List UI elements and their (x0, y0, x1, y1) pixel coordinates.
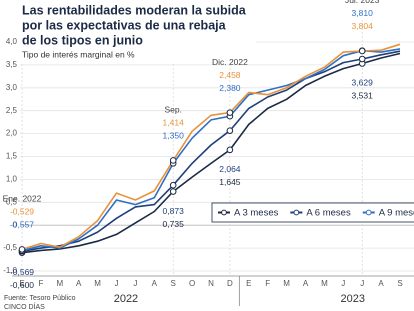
x-tick-label: D (227, 279, 233, 288)
x-tick-label: J (341, 279, 345, 288)
x-tick-label: A (152, 279, 158, 288)
data-label: 2,458 (219, 70, 241, 80)
x-tick-label: M (56, 279, 63, 288)
data-label: 2,064 (219, 164, 241, 174)
data-label: -0,569 (10, 267, 34, 277)
source: CINCO DÍAS (4, 302, 45, 311)
x-tick-label: M (321, 279, 328, 288)
legend-label: A 3 meses (234, 208, 279, 219)
y-tick-label: 0,5 (6, 197, 18, 206)
x-tick-label: J (115, 279, 119, 288)
data-label: 1,350 (163, 131, 185, 141)
data-label: 0,735 (163, 219, 185, 229)
data-label: -0,600 (10, 280, 34, 290)
x-tick-label: J (360, 279, 364, 288)
y-tick-label: 1,0 (6, 175, 18, 184)
y-tick-label: -0,5 (3, 243, 17, 252)
legend-swatch (365, 209, 372, 216)
x-tick-label: S (397, 279, 402, 288)
x-tick-label: E (19, 279, 24, 288)
annotation-point (358, 47, 366, 55)
data-label: -0,557 (10, 220, 34, 230)
y-tick-label: 1,5 (6, 152, 18, 161)
legend-label: A 9 meses (379, 208, 414, 219)
annotation-point (226, 146, 234, 154)
legend-swatch (221, 209, 227, 216)
chart-title: Las rentabilidades moderan la subida (22, 3, 247, 17)
annotation-point (18, 246, 26, 253)
x-tick-label: E (246, 279, 251, 288)
title-backdrop (20, 0, 256, 62)
annotation-point (226, 127, 234, 134)
x-tick-label: A (378, 279, 384, 288)
data-label: 2,380 (219, 83, 241, 93)
data-label: 1,645 (219, 177, 241, 187)
annotation-point (358, 55, 366, 63)
data-label: -0,529 (10, 207, 34, 217)
series-line (21, 43, 401, 251)
x-tick-label: O (189, 279, 195, 288)
source: Fuente: Tesoro Público (4, 295, 76, 302)
x-tick-label: M (94, 279, 101, 288)
x-tick-label: N (208, 279, 214, 288)
chart-title: por las expectativas de una rebaja (22, 18, 227, 32)
x-tick-label: J (133, 279, 137, 288)
x-tick-label: S (171, 279, 176, 288)
legend-label: A 6 meses (306, 208, 351, 219)
annotation-point (169, 157, 177, 164)
annotation-point (226, 109, 234, 116)
annotation-date: Jul. 2023 (345, 0, 380, 5)
annotation-date: Dic. 2022 (212, 57, 248, 67)
annotation-point (169, 188, 177, 195)
legend-swatch (293, 209, 300, 216)
data-label: 3,810 (352, 8, 374, 18)
series-line (21, 48, 401, 252)
y-tick-label: 3,5 (6, 60, 18, 69)
y-tick-label: 2,0 (6, 129, 18, 138)
data-label: 3,629 (352, 78, 374, 88)
y-tick-label: 0 (13, 220, 18, 229)
y-tick-label: 2,5 (6, 106, 18, 115)
data-label: 3,531 (352, 91, 374, 101)
chart-title: de los tipos en junio (22, 33, 143, 47)
x-tick-label: M (283, 279, 290, 288)
chart-subtitle: Tipo de interés marginal en % (22, 49, 135, 59)
y-tick-label: -1,0 (3, 266, 17, 275)
x-tick-label: F (38, 279, 43, 288)
x-tick-label: F (265, 279, 270, 288)
overlay: Ene. 2022 -0,529 -0,557 -0,569 -0,600 Sep. 1,4… (3, 0, 414, 290)
data-label: 3,804 (352, 21, 374, 31)
y-tick-label: 3,0 (6, 83, 18, 92)
x-tick-label: A (76, 279, 82, 288)
year-label: 2022 (114, 293, 138, 305)
annotation-date: Sep. (164, 105, 182, 115)
data-label: 1,414 (163, 118, 185, 128)
annotation-date: Ene. 2022 (3, 194, 42, 204)
y-tick-label: 4,0 (6, 37, 18, 46)
legend-box (211, 202, 414, 223)
plot (21, 43, 401, 254)
series-line (21, 50, 401, 253)
x-tick-label: A (303, 279, 309, 288)
grid: 4,03,53,02,52,01,51,00,50-0,5-1,0E F M A M J J… (3, 20, 414, 306)
annotation-point (169, 181, 177, 189)
year-label: 2023 (341, 293, 365, 305)
series-line (21, 52, 401, 254)
data-label: 0,873 (163, 206, 185, 216)
